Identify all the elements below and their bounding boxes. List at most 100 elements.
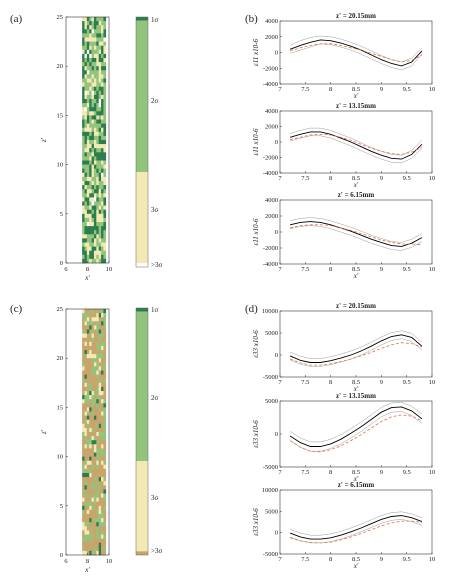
map-cell [86,317,90,322]
map-cell [96,485,99,490]
map-cell [103,477,107,482]
mean-series-line [289,131,423,160]
map-cell [91,481,95,486]
map-cell [82,205,85,210]
map-cell [93,197,97,202]
map-cell [96,489,99,494]
map-cell [98,395,102,400]
map-cell [96,481,99,486]
map-cell [93,489,97,494]
map-cell [103,246,107,251]
map-cell [96,17,99,22]
map-cell [101,222,104,227]
map-cell [86,86,90,92]
map-cell [86,45,90,51]
map-cell [91,530,95,535]
map-cell [93,74,97,79]
map-cell [86,440,90,445]
map-cell [103,452,107,457]
map-cell [84,366,88,371]
map-cell [89,33,92,38]
chart-xtick-label: 8 [329,379,332,386]
map-cell [84,411,88,416]
map-cell [89,119,92,124]
map-cell [82,550,85,556]
map-cell [103,222,107,227]
map-cell [82,411,85,416]
chart-ytick-label: 0 [275,431,278,438]
map-cell [98,144,102,149]
map-cell [93,226,97,231]
map-cell [86,362,90,367]
map-cell [103,209,107,215]
chart-ytick-label: 10000 [262,308,278,315]
map-cell [89,254,92,260]
map-cell [91,168,95,174]
map-cell [89,205,92,210]
chart-xtick-label: 10 [429,266,436,273]
map-cell [93,407,97,412]
map-cell [103,518,107,523]
map-cell [84,148,88,153]
map-cell [82,391,85,396]
map-cell [84,115,88,120]
map-cell [93,362,97,367]
map-cell [98,111,102,116]
map-cell [101,456,104,461]
map-cell [93,440,97,445]
map-cell [82,217,85,223]
map-cell [96,254,99,260]
map-cell [84,17,88,22]
map-cell [84,135,88,141]
map-cell [91,172,95,178]
map-cell [96,345,99,351]
map-cell [86,123,90,128]
chart-xlabel: x' [353,475,359,483]
map-cell [89,209,92,215]
map-cell [91,444,95,449]
map-cell [91,419,95,425]
map-cell [96,152,99,157]
map-cell [89,468,92,474]
map-cell [96,432,99,437]
map-cell [98,90,102,96]
map-cell [84,107,88,112]
map-cell [82,362,85,367]
map-cell [96,526,99,531]
map-cell [98,217,102,223]
map-cell [82,25,85,30]
map-cell [93,94,97,100]
map-cell [93,58,97,63]
map-cell [89,321,92,326]
map-xtick-label: 8 [86,558,89,565]
map-cell [82,407,85,412]
map-cell [91,436,95,441]
chart-title: z' = 6.15mm [338,481,375,489]
chart-xtick-label: 7 [278,175,282,182]
chart-xlabel: x' [353,562,359,570]
map-cell [86,144,90,149]
map-cell [96,25,99,30]
chart-xtick-label: 10 [429,379,436,386]
map-cell [93,313,97,318]
map-cell [101,514,104,519]
map-cell [84,382,88,388]
map-ytick-label: 5 [60,211,63,218]
map-cell [89,58,92,63]
map-cell [86,160,90,165]
map-cell [82,501,85,507]
map-cell [101,135,104,141]
map-cell [86,534,90,539]
chart-ylabel: ε11 x10-6 [252,128,260,155]
map-cell [91,423,95,429]
map-cell [96,460,99,466]
map-cell [98,33,102,38]
map-cell [86,94,90,100]
map-cell [82,354,85,359]
map-cell [89,62,92,67]
map-cell [101,127,104,133]
map-cell [103,403,107,408]
map-cell [84,374,88,379]
map-cell [84,399,88,404]
map-cell [96,209,99,215]
